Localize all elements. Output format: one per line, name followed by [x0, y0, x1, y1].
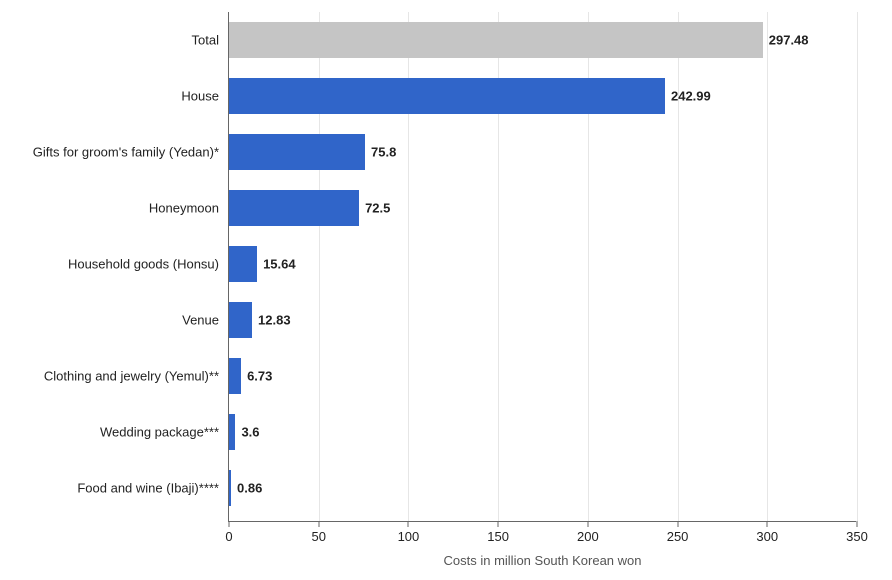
bar-row: Wedding package***3.6 — [229, 414, 235, 450]
bar[interactable] — [229, 302, 252, 338]
x-tick-label: 100 — [398, 521, 420, 544]
bar-category-label: Honeymoon — [11, 201, 229, 216]
bar-value-label: 242.99 — [665, 89, 711, 104]
bar[interactable] — [229, 134, 365, 170]
bar-value-label: 75.8 — [365, 145, 396, 160]
bar-row: Food and wine (Ibaji)****0.86 — [229, 470, 231, 506]
x-tick-label: 350 — [846, 521, 868, 544]
bar[interactable] — [229, 22, 763, 58]
bar-category-label: Food and wine (Ibaji)**** — [11, 481, 229, 496]
gridline — [857, 12, 858, 521]
x-axis-title: Costs in million South Korean won — [444, 521, 642, 568]
bar-category-label: Wedding package*** — [11, 425, 229, 440]
bar-value-label: 3.6 — [235, 425, 259, 440]
bar-value-label: 72.5 — [359, 201, 390, 216]
bar-value-label: 297.48 — [763, 33, 809, 48]
bar-value-label: 6.73 — [241, 369, 272, 384]
bar-category-label: House — [11, 89, 229, 104]
bar-row: Household goods (Honsu)15.64 — [229, 246, 257, 282]
x-tick-label: 300 — [756, 521, 778, 544]
bar-row: House242.99 — [229, 78, 665, 114]
bar[interactable] — [229, 246, 257, 282]
bar-category-label: Venue — [11, 313, 229, 328]
x-tick-label: 200 — [577, 521, 599, 544]
gridline — [767, 12, 768, 521]
bar-row: Clothing and jewelry (Yemul)**6.73 — [229, 358, 241, 394]
x-tick-label: 150 — [487, 521, 509, 544]
x-tick-label: 50 — [311, 521, 325, 544]
bar-row: Gifts for groom's family (Yedan)*75.8 — [229, 134, 365, 170]
bar-row: Venue12.83 — [229, 302, 252, 338]
bar-category-label: Clothing and jewelry (Yemul)** — [11, 369, 229, 384]
bar[interactable] — [229, 358, 241, 394]
bar-category-label: Total — [11, 33, 229, 48]
x-tick-label: 250 — [667, 521, 689, 544]
bar-value-label: 0.86 — [231, 481, 262, 496]
bar[interactable] — [229, 78, 665, 114]
bar-row: Honeymoon72.5 — [229, 190, 359, 226]
chart-container: Costs in million South Korean won 0 50 100… — [0, 0, 892, 580]
bar-row: Total297.48 — [229, 22, 763, 58]
bar-category-label: Household goods (Honsu) — [11, 257, 229, 272]
bar[interactable] — [229, 190, 359, 226]
plot-area: Costs in million South Korean won 050100… — [228, 12, 856, 522]
x-tick-label: 0 — [225, 521, 232, 544]
bar-category-label: Gifts for groom's family (Yedan)* — [11, 145, 229, 160]
bar-value-label: 15.64 — [257, 257, 296, 272]
bar-value-label: 12.83 — [252, 313, 291, 328]
